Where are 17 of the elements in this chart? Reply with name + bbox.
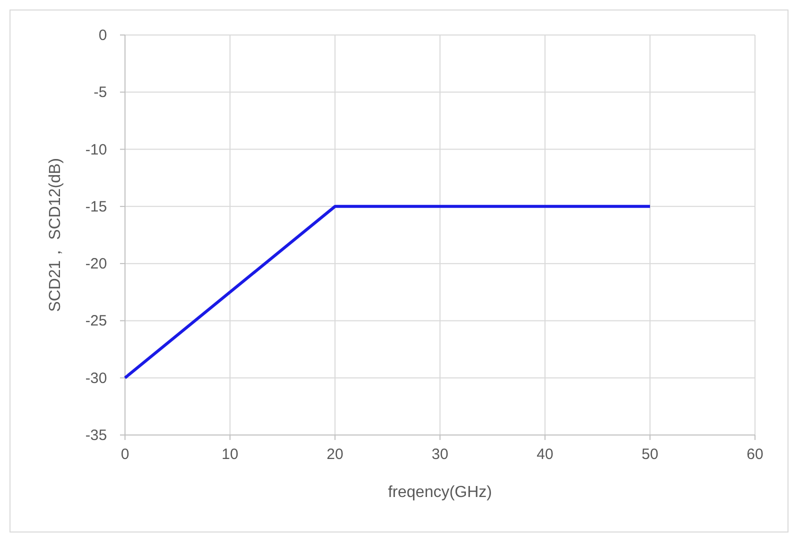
- y-tick-label: 0: [98, 27, 107, 44]
- x-tick-label: 50: [642, 446, 658, 463]
- y-tick-label: -10: [85, 141, 107, 158]
- y-tick-label: -25: [85, 312, 107, 330]
- x-tick-label: 10: [222, 446, 238, 463]
- y-axis-title: SCD21， SCD12(dB): [47, 158, 64, 312]
- y-tick-label: -30: [85, 370, 107, 387]
- y-tick-label: -35: [85, 427, 107, 444]
- x-axis-title: freqency(GHz): [388, 484, 492, 501]
- x-tick-label: 60: [746, 446, 764, 463]
- x-tick-label: 0: [120, 446, 130, 463]
- x-tick-label: 30: [432, 446, 448, 463]
- y-tick-label: -20: [85, 256, 107, 273]
- y-tick-label: -15: [85, 198, 107, 216]
- x-tick-label: 20: [326, 446, 344, 463]
- y-tick-label: -5: [94, 84, 107, 102]
- x-tick-label: 40: [536, 446, 554, 463]
